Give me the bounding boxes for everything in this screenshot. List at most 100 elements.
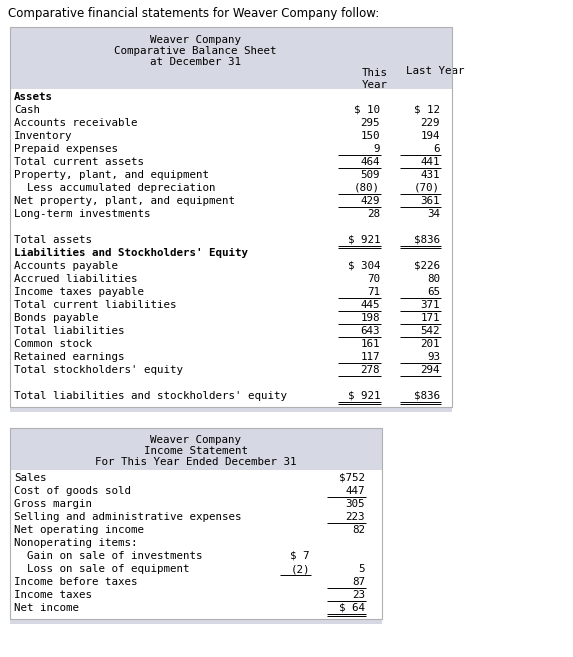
Text: 509: 509	[360, 170, 380, 180]
Text: 87: 87	[352, 577, 365, 587]
Text: Total liabilities: Total liabilities	[14, 326, 124, 336]
Text: 5: 5	[359, 564, 365, 574]
Text: Sales: Sales	[14, 473, 46, 483]
Text: 65: 65	[427, 287, 440, 297]
Text: 305: 305	[346, 499, 365, 509]
Text: Comparative financial statements for Weaver Company follow:: Comparative financial statements for Wea…	[8, 7, 379, 20]
Bar	[10, 428, 382, 619]
Text: Long-term investments: Long-term investments	[14, 209, 151, 219]
Text: Total liabilities and stockholders' equity: Total liabilities and stockholders' equi…	[14, 391, 287, 401]
Text: Inventory: Inventory	[14, 131, 73, 141]
Text: Common stock: Common stock	[14, 339, 92, 349]
Text: $ 7: $ 7	[291, 551, 310, 561]
Text: (2): (2)	[291, 564, 310, 574]
Text: 80: 80	[427, 274, 440, 284]
Text: 23: 23	[352, 590, 365, 600]
Text: Loss on sale of equipment: Loss on sale of equipment	[14, 564, 190, 574]
Text: Weaver Company: Weaver Company	[150, 35, 241, 45]
Text: 445: 445	[360, 300, 380, 310]
Bar	[10, 428, 382, 470]
Text: 194: 194	[421, 131, 440, 141]
Text: $ 921: $ 921	[347, 391, 380, 401]
Text: Weaver Company: Weaver Company	[151, 435, 241, 445]
Text: 371: 371	[421, 300, 440, 310]
Text: 294: 294	[421, 365, 440, 375]
Text: $836: $836	[414, 235, 440, 245]
Text: Total assets: Total assets	[14, 235, 92, 245]
Text: 201: 201	[421, 339, 440, 349]
Text: 643: 643	[360, 326, 380, 336]
Text: Net income: Net income	[14, 603, 79, 613]
Text: $ 921: $ 921	[347, 235, 380, 245]
Text: 223: 223	[346, 512, 365, 522]
Text: 447: 447	[346, 486, 365, 496]
Bar	[10, 27, 452, 407]
Text: 361: 361	[421, 196, 440, 206]
Text: Total stockholders' equity: Total stockholders' equity	[14, 365, 183, 375]
Text: 542: 542	[421, 326, 440, 336]
Text: Bonds payable: Bonds payable	[14, 313, 99, 323]
Text: 9: 9	[374, 144, 380, 154]
Text: 117: 117	[360, 352, 380, 362]
Text: Assets: Assets	[14, 92, 53, 102]
Text: $ 10: $ 10	[354, 105, 380, 115]
Text: This
Year: This Year	[362, 68, 388, 89]
Text: 441: 441	[421, 157, 440, 167]
Text: 464: 464	[360, 157, 380, 167]
Text: 93: 93	[427, 352, 440, 362]
Text: 34: 34	[427, 209, 440, 219]
Bar	[10, 27, 452, 89]
Text: Liabilities and Stockholders' Equity: Liabilities and Stockholders' Equity	[14, 248, 248, 258]
Text: Cost of goods sold: Cost of goods sold	[14, 486, 131, 496]
Text: Property, plant, and equipment: Property, plant, and equipment	[14, 170, 209, 180]
Text: 71: 71	[367, 287, 380, 297]
Text: Total current liabilities: Total current liabilities	[14, 300, 176, 310]
Text: 171: 171	[421, 313, 440, 323]
Text: Accrued liabilities: Accrued liabilities	[14, 274, 138, 284]
Text: For This Year Ended December 31: For This Year Ended December 31	[95, 457, 297, 467]
Text: Less accumulated depreciation: Less accumulated depreciation	[14, 183, 215, 193]
Text: 6: 6	[434, 144, 440, 154]
Bar	[10, 89, 452, 407]
Text: Income Statement: Income Statement	[144, 446, 248, 456]
Text: 161: 161	[360, 339, 380, 349]
Text: $ 12: $ 12	[414, 105, 440, 115]
Text: Gross margin: Gross margin	[14, 499, 92, 509]
Text: Income taxes: Income taxes	[14, 590, 92, 600]
Bar	[10, 619, 382, 624]
Text: Gain on sale of investments: Gain on sale of investments	[14, 551, 202, 561]
Text: Accounts receivable: Accounts receivable	[14, 118, 138, 128]
Text: Retained earnings: Retained earnings	[14, 352, 124, 362]
Text: 229: 229	[421, 118, 440, 128]
Text: 28: 28	[367, 209, 380, 219]
Text: Cash: Cash	[14, 105, 40, 115]
Text: 278: 278	[360, 365, 380, 375]
Text: $ 304: $ 304	[347, 261, 380, 271]
Text: (70): (70)	[414, 183, 440, 193]
Text: 431: 431	[421, 170, 440, 180]
Text: $752: $752	[339, 473, 365, 483]
Text: (80): (80)	[354, 183, 380, 193]
Text: 82: 82	[352, 525, 365, 535]
Text: 150: 150	[360, 131, 380, 141]
Text: Nonoperating items:: Nonoperating items:	[14, 538, 138, 548]
Text: Selling and administrative expenses: Selling and administrative expenses	[14, 512, 241, 522]
Text: at December 31: at December 31	[150, 57, 241, 67]
Text: $836: $836	[414, 391, 440, 401]
Text: Net property, plant, and equipment: Net property, plant, and equipment	[14, 196, 235, 206]
Text: Net operating income: Net operating income	[14, 525, 144, 535]
Text: 70: 70	[367, 274, 380, 284]
Text: 295: 295	[360, 118, 380, 128]
Text: Income before taxes: Income before taxes	[14, 577, 138, 587]
Text: Income taxes payable: Income taxes payable	[14, 287, 144, 297]
Text: Prepaid expenses: Prepaid expenses	[14, 144, 118, 154]
Text: $ 64: $ 64	[339, 603, 365, 613]
Bar	[10, 407, 452, 412]
Text: 429: 429	[360, 196, 380, 206]
Text: Last Year: Last Year	[406, 66, 464, 76]
Text: 198: 198	[360, 313, 380, 323]
Bar	[10, 470, 382, 619]
Text: Total current assets: Total current assets	[14, 157, 144, 167]
Text: Accounts payable: Accounts payable	[14, 261, 118, 271]
Text: $226: $226	[414, 261, 440, 271]
